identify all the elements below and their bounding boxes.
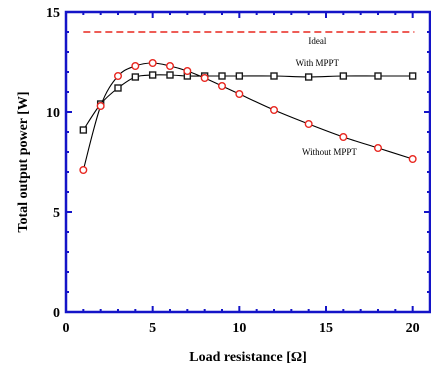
data-point <box>148 71 157 79</box>
y-tick-label: 5 <box>53 206 60 221</box>
y-tick-label: 15 <box>46 6 60 21</box>
data-point <box>304 119 313 128</box>
data-point <box>374 72 382 80</box>
x-tick-label: 10 <box>232 321 246 336</box>
data-point <box>235 72 244 80</box>
data-point <box>166 71 174 79</box>
x-tick-label: 20 <box>406 321 420 336</box>
y-tick-label: 0 <box>53 306 60 321</box>
data-point <box>113 71 122 80</box>
y-axis-title: Total output power [W] <box>16 91 31 232</box>
data-point <box>200 73 209 82</box>
tick-labels: 0 5 10 15 20 0 5 10 15 <box>46 6 420 336</box>
x-tick-label: 0 <box>63 321 70 336</box>
series-line <box>82 74 413 131</box>
x-tick-label: 5 <box>149 321 156 336</box>
data-point <box>218 72 226 80</box>
x-axis-title: Load resistance [Ω] <box>189 350 307 365</box>
with-mppt-label: With MPPT <box>296 58 340 68</box>
data-point <box>79 126 88 134</box>
y-tick-label: 10 <box>46 106 60 121</box>
data-point <box>165 62 174 71</box>
without-mppt-label: Without MPPT <box>302 147 357 157</box>
data-point <box>131 62 140 71</box>
data-point <box>96 101 105 110</box>
data-point <box>270 72 278 80</box>
data-point <box>304 73 313 81</box>
ideal-label: Ideal <box>308 36 326 46</box>
series-layer <box>79 59 417 174</box>
plot-frame <box>64 10 431 314</box>
data-point <box>183 66 192 75</box>
data-point <box>131 73 140 81</box>
data-point <box>408 72 417 80</box>
x-tick-label: 15 <box>319 321 333 336</box>
data-point <box>235 89 244 98</box>
data-point <box>408 154 417 163</box>
data-point <box>79 165 88 174</box>
data-point <box>374 143 383 152</box>
data-point <box>148 59 157 68</box>
data-point <box>339 72 348 80</box>
data-point <box>114 84 122 92</box>
data-point <box>217 81 226 90</box>
data-point <box>339 132 348 141</box>
axis-ticks <box>65 11 431 313</box>
data-point <box>270 105 279 114</box>
